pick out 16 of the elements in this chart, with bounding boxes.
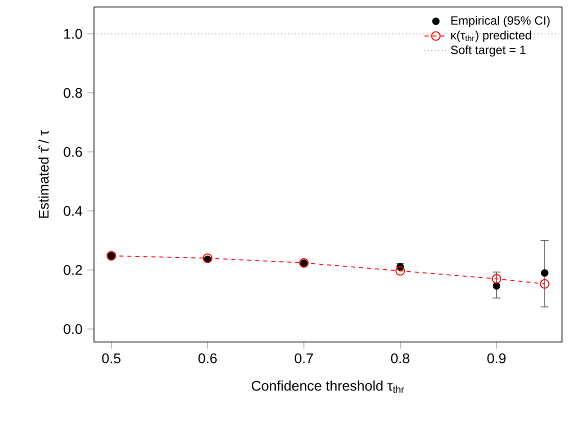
- x-tick-label: 0.5: [102, 353, 120, 364]
- y-tick-label: 1.0: [64, 28, 82, 39]
- y-tick-label: 0.4: [64, 206, 82, 216]
- legend-label: Empirical (95% CI): [451, 16, 550, 28]
- y-tick-label: 0.6: [64, 146, 82, 157]
- x-tick-label: 0.7: [294, 353, 313, 364]
- legend-label: κ(τ$_{thr}$) predicted: [451, 30, 532, 42]
- y-tick-label: 0.0: [64, 324, 82, 334]
- legend-label: Soft target = 1: [450, 45, 526, 57]
- y-axis-title: Estimated τ̂ / τ: [38, 130, 49, 218]
- y-tick-label: 0.8: [64, 88, 82, 98]
- y-tick-label: 0.2: [64, 265, 82, 275]
- x-tick-label: 0.9: [487, 353, 506, 364]
- x-tick-label: 0.6: [198, 353, 217, 364]
- x-axis-title: Confidence threshold τ$_{thr}$: [252, 380, 404, 393]
- x-tick-label: 0.8: [391, 353, 410, 364]
